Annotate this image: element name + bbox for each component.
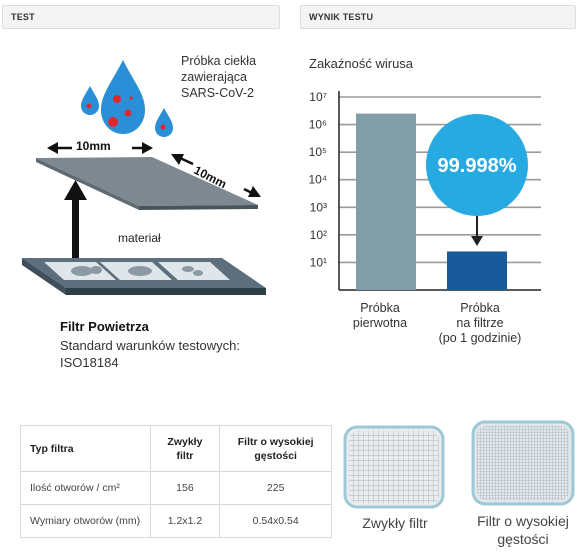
x-category-label-filtered: Próbka na filtrze (po 1 godzinie) <box>438 301 522 345</box>
filter-standard-line1: Standard warunków testowych: <box>60 338 240 353</box>
result-header: WYNIK TESTU <box>300 5 576 29</box>
y-tick-label: 10³ <box>310 200 327 214</box>
reduction-badge-label: 99.998% <box>438 155 517 177</box>
dimension-arrow-10mm-b <box>171 154 261 197</box>
y-tick-label: 10⁵ <box>309 145 327 159</box>
reduction-arrow-head <box>471 236 483 246</box>
transfer-arrow-icon <box>64 180 87 260</box>
table-header-row: Typ filtra Zwykły filtr Filtr o wysokiej g… <box>20 425 332 472</box>
regular-mesh-image <box>343 425 445 509</box>
y-tick-label: 10⁴ <box>308 173 327 187</box>
high-density-mesh-image <box>471 420 575 506</box>
table-cell: 0.54x0.54 <box>219 504 332 538</box>
virus-droplet-small-left-icon <box>81 86 99 115</box>
chart-bar <box>356 113 416 290</box>
material-label: materiał <box>118 231 161 245</box>
table-row: Ilość otworów / cm² 156 225 <box>20 471 332 505</box>
table-header-cell: Filtr o wysokiej gęstości <box>219 425 332 472</box>
table-cell: Wymiary otworów (mm) <box>20 504 151 538</box>
y-tick-label: 10⁶ <box>309 118 327 132</box>
test-header: TEST <box>2 5 280 29</box>
regular-mesh-label: Zwykły filtr <box>362 515 428 531</box>
virus-droplet-large-icon <box>101 60 145 134</box>
table-cell: 225 <box>219 471 332 505</box>
sample-plate <box>36 157 258 210</box>
sample-label-line1: Próbka ciekła <box>181 54 257 68</box>
table-header-cell: Zwykły filtr <box>149 425 221 472</box>
sample-label-line3: SARS-CoV-2 <box>181 86 254 100</box>
table-cell: 1.2x1.2 <box>149 504 221 538</box>
chart-bar <box>447 251 507 290</box>
table-row: Wymiary otworów (mm) 1.2x1.2 0.54x0.54 <box>20 504 332 538</box>
material-tray <box>22 258 266 295</box>
filter-standard-line2: ISO18184 <box>60 355 119 370</box>
table-cell: Ilość otworów / cm² <box>20 471 151 505</box>
table-header-cell: Typ filtra <box>20 425 151 472</box>
x-category-label-original: Próbka pierwotna <box>352 301 408 330</box>
table-cell: 156 <box>149 471 221 505</box>
test-illustration <box>22 60 266 295</box>
y-tick-label: 10² <box>310 228 327 242</box>
sample-label: Próbka ciekła zawierająca SARS-CoV-2 <box>181 53 256 101</box>
filter-standard: Standard warunków testowych: ISO18184 <box>60 337 240 371</box>
reduction-badge <box>426 114 528 216</box>
chart-title: Zakaźność wirusa <box>309 56 414 71</box>
virus-droplet-small-right-icon <box>155 108 173 137</box>
filter-title: Filtr Powietrza <box>60 319 149 334</box>
virus-infectivity-chart: 10⁷ 10⁶ 10⁵ 10⁴ 10³ 10² 10¹ 99.998% <box>308 90 541 291</box>
dimension-arrow-10mm-a <box>47 142 153 154</box>
dimension-label-a: 10mm <box>76 139 111 153</box>
y-tick-label: 10⁷ <box>309 90 327 104</box>
y-tick-label: 10¹ <box>310 255 327 269</box>
sample-label-line2: zawierająca <box>181 70 248 84</box>
filter-spec-table: Typ filtra Zwykły filtr Filtr o wysokiej g… <box>20 425 332 538</box>
high-density-mesh-label: Filtr o wysokiej gęstości <box>477 513 569 547</box>
